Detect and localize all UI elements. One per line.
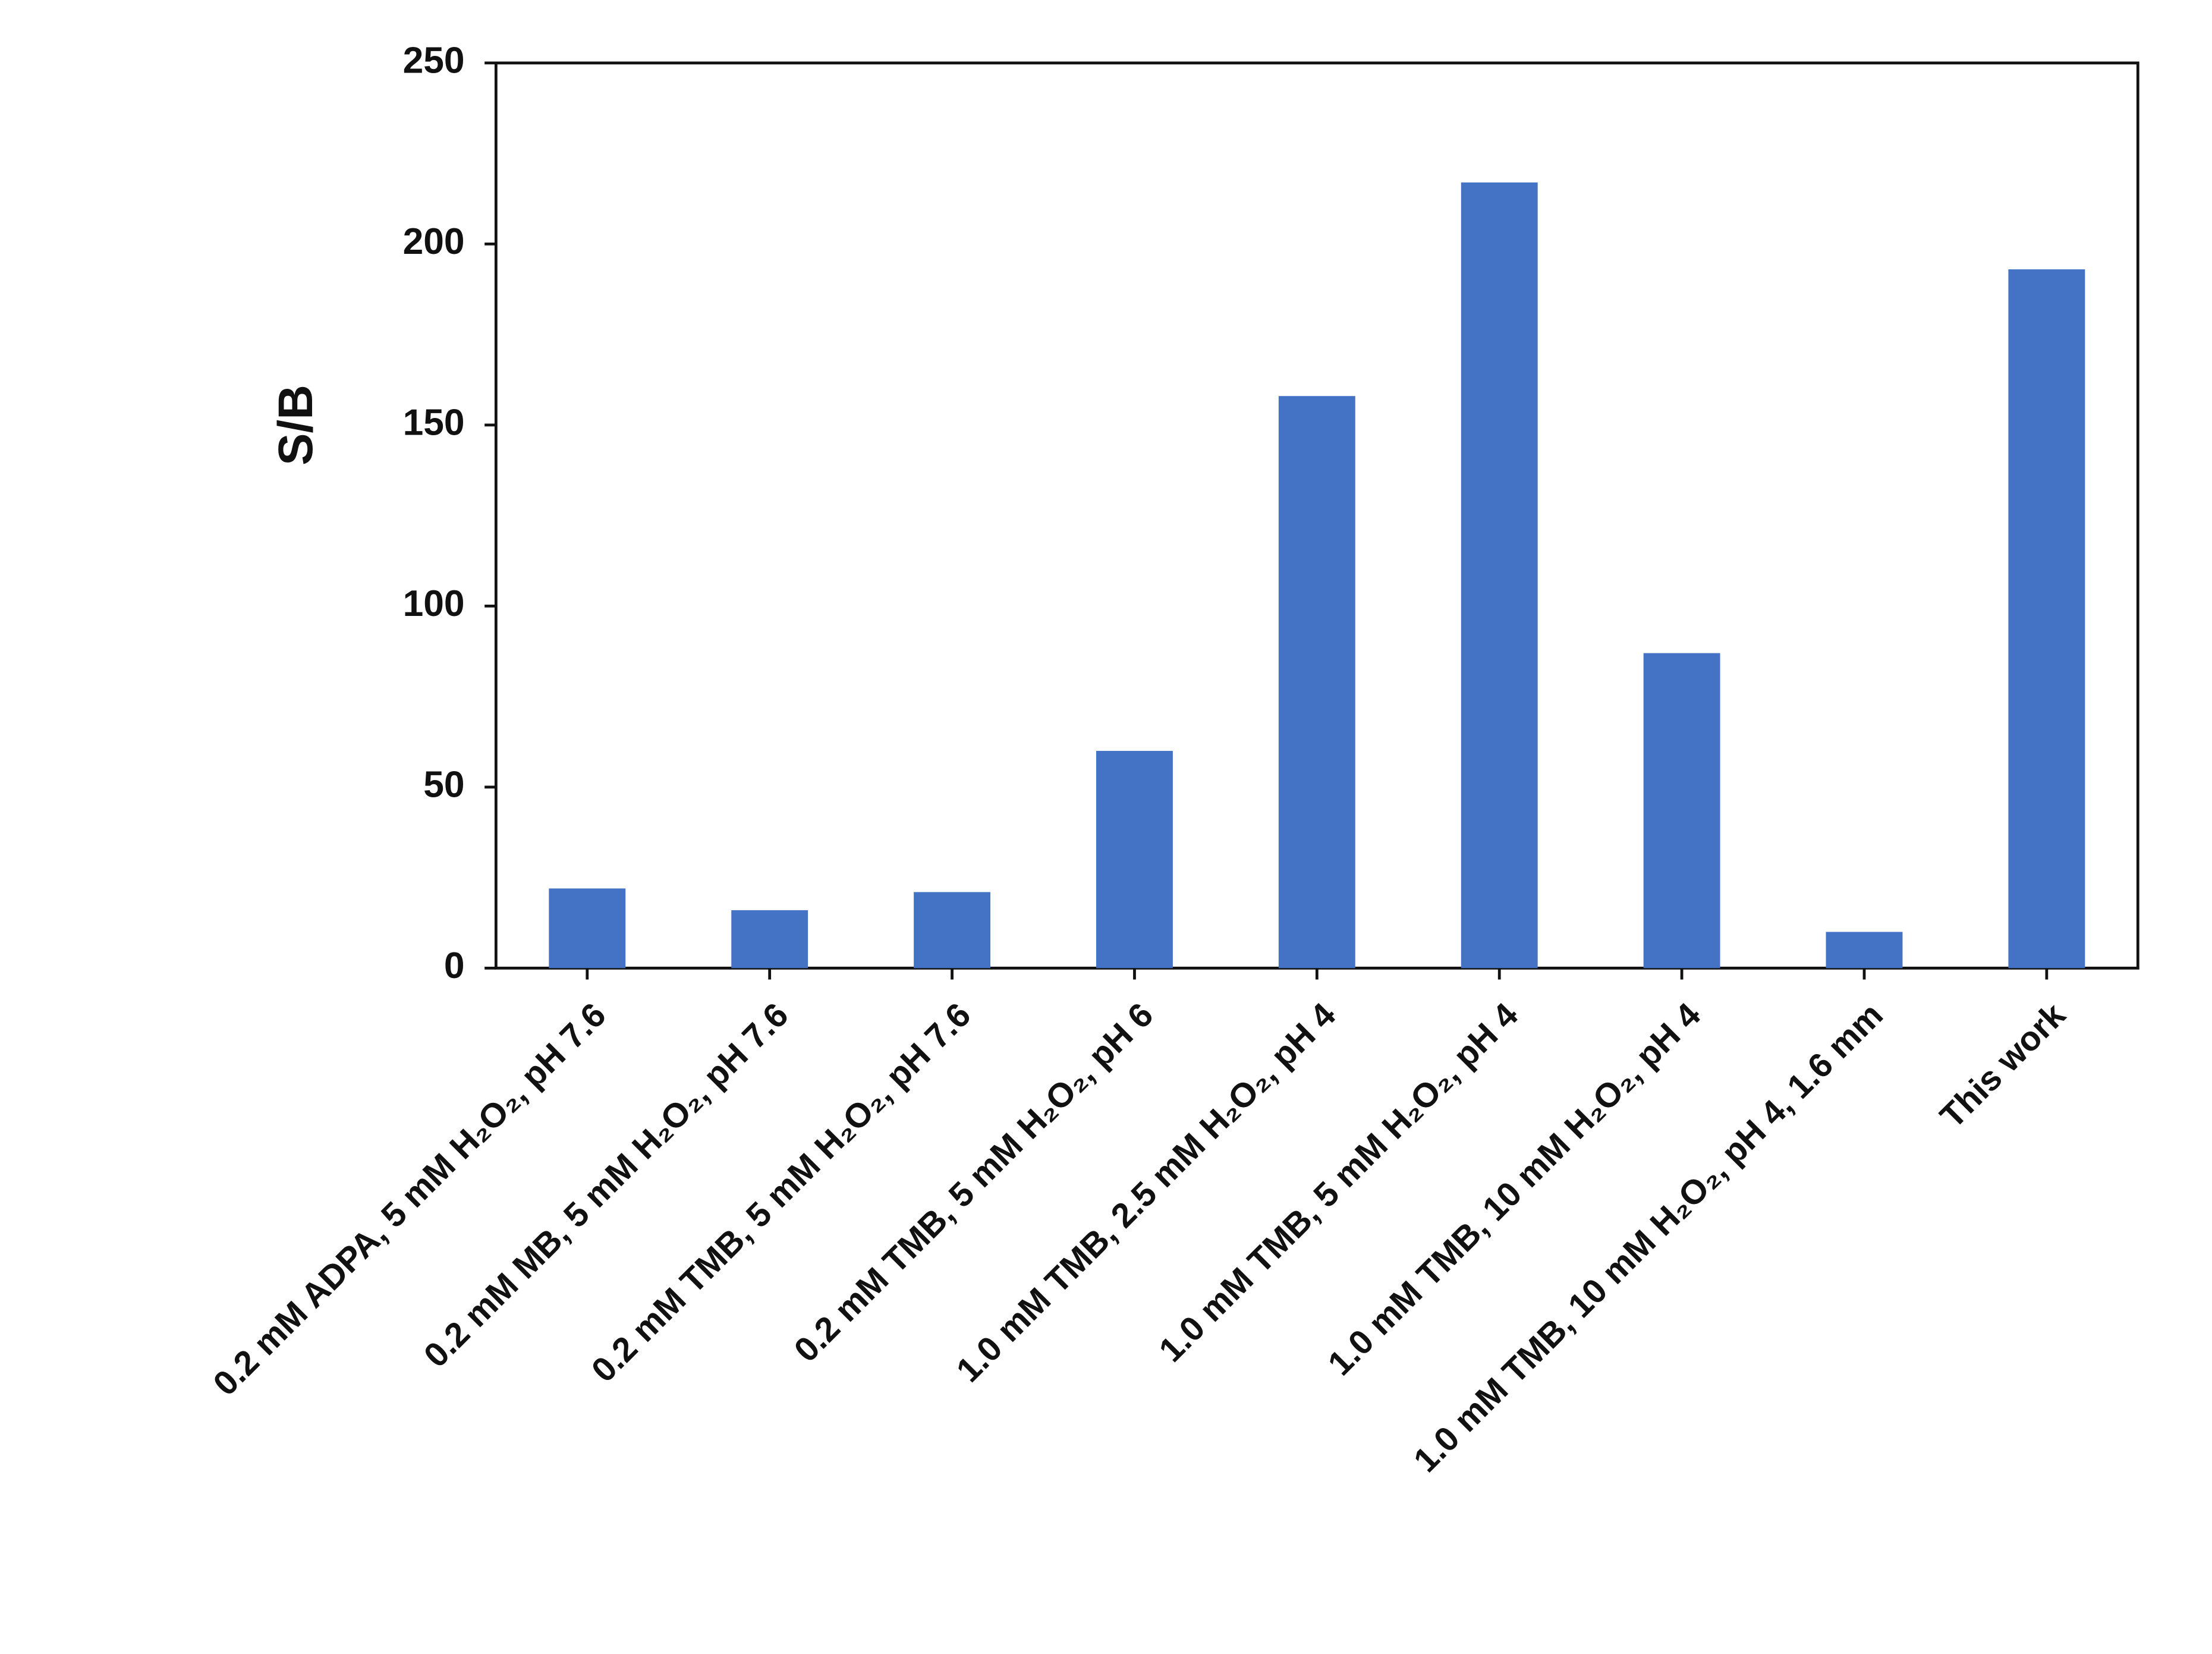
x-tick-label: 1.0 mM TMB, 2.5 mM H₂O₂, pH 4 [949, 996, 1343, 1389]
bar [1096, 750, 1173, 968]
y-axis-label: S/B [269, 385, 323, 466]
x-tick-label: 1.0 mM TMB, 10 mM H₂O₂, pH 4 [1321, 996, 1708, 1383]
bar [549, 888, 626, 968]
bar [914, 892, 991, 968]
bar [2008, 269, 2085, 968]
y-tick-label: 0 [444, 945, 465, 986]
bar [1643, 653, 1720, 968]
bar [731, 910, 808, 968]
y-tick-label: 200 [403, 221, 465, 262]
y-tick-label: 250 [403, 40, 465, 81]
bar [1461, 182, 1538, 968]
bar [1826, 932, 1903, 968]
x-tick-label: 0.2 mM MB, 5 mM H₂O₂, pH 7.6 [417, 996, 795, 1375]
x-tick-label: 1.0 mM TMB, 5 mM H₂O₂, pH 4 [1152, 996, 1525, 1369]
x-tick-label: 0.2 mM ADPA, 5 mM H₂O₂, pH 7.6 [206, 996, 613, 1403]
bar [1278, 396, 1355, 968]
y-tick-label: 100 [403, 583, 465, 624]
y-tick-label: 150 [403, 402, 465, 443]
x-tick-label: 0.2 mM TMB, 5 mM H₂O₂, pH 6 [787, 996, 1160, 1369]
y-tick-label: 50 [423, 764, 464, 805]
x-tick-label: 0.2 mM TMB, 5 mM H₂O₂, pH 7.6 [584, 996, 978, 1389]
x-tick-label: This work [1933, 995, 2073, 1136]
